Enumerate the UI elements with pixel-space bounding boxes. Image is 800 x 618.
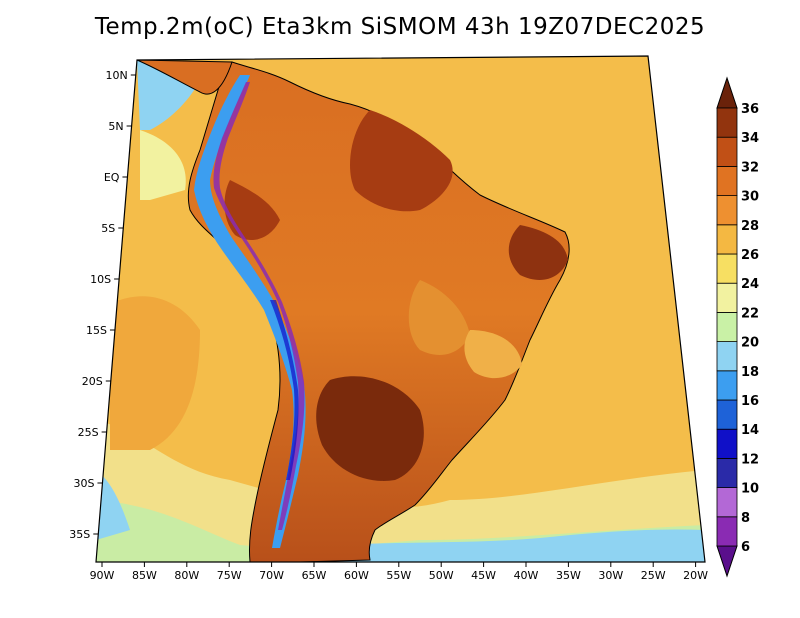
lat-tick-label: 15S bbox=[86, 324, 107, 337]
lon-tick-label: 80W bbox=[174, 569, 199, 582]
lon-tick-label: 20W bbox=[683, 569, 708, 582]
latitude-axis: 10N 5N EQ 5S 10S 15S 20S 25S 30S 35S bbox=[69, 69, 136, 541]
warm-region-central bbox=[408, 280, 470, 355]
colorbar-label: 28 bbox=[741, 219, 759, 234]
colorbar-segment bbox=[716, 282, 738, 313]
central-america-land bbox=[136, 59, 233, 95]
colorbar-top-arrow bbox=[716, 76, 738, 109]
colorbar-segment bbox=[716, 136, 738, 167]
lon-tick-label: 75W bbox=[217, 569, 242, 582]
warm-ocean-west bbox=[110, 296, 200, 450]
lon-tick-label: 35W bbox=[556, 569, 581, 582]
colorbar-segment bbox=[716, 428, 738, 459]
lat-tick-label: 20S bbox=[82, 375, 103, 388]
lat-tick-label: 5N bbox=[108, 120, 123, 133]
lon-tick-label: 85W bbox=[132, 569, 157, 582]
lon-tick-label: 65W bbox=[302, 569, 327, 582]
colorbar-label: 10 bbox=[741, 482, 759, 497]
colorbar-segment bbox=[716, 487, 738, 518]
colorbar-segment bbox=[716, 341, 738, 372]
colorbar-label: 24 bbox=[741, 277, 759, 292]
lat-tick-label: 5S bbox=[101, 222, 115, 235]
colorbar-segment bbox=[716, 457, 738, 488]
colorbar-label: 30 bbox=[741, 190, 759, 205]
hot-region-west bbox=[224, 180, 280, 240]
hot-region-amazon bbox=[350, 110, 453, 212]
longitude-axis: 90W 85W 80W 75W 70W 65W 60W 55W 50W 45W 40W 35W 30W 2… bbox=[90, 562, 708, 582]
colorbar-label: 12 bbox=[741, 452, 759, 467]
lon-tick-label: 30W bbox=[598, 569, 623, 582]
colorbar-segment bbox=[716, 165, 738, 196]
cool-ocean-south bbox=[96, 420, 705, 562]
map-title: Temp.2m(oC) Eta3km SiSMOM 43h 19Z07DEC20… bbox=[94, 14, 706, 40]
colorbar-segment bbox=[716, 224, 738, 255]
mild-region-southeast bbox=[464, 330, 522, 379]
colorbar-label: 18 bbox=[741, 365, 759, 380]
cold-ocean-southwest bbox=[96, 470, 130, 540]
map-frame bbox=[95, 55, 706, 563]
colorbar-label: 16 bbox=[741, 394, 759, 409]
colorbar-label: 20 bbox=[741, 336, 759, 351]
colorbar-segment bbox=[716, 107, 738, 138]
colorbar-label: 6 bbox=[741, 540, 750, 555]
coldest-ocean-south bbox=[300, 529, 705, 562]
colorbar-segment bbox=[716, 195, 738, 226]
lat-tick-label: EQ bbox=[104, 171, 120, 184]
colorbar-segment bbox=[716, 253, 738, 284]
mild-ocean-north bbox=[140, 130, 186, 200]
lon-tick-label: 60W bbox=[344, 569, 369, 582]
lon-tick-label: 40W bbox=[514, 569, 539, 582]
andes-blue-strip bbox=[270, 300, 299, 480]
lon-tick-label: 55W bbox=[386, 569, 411, 582]
colorbar-label: 8 bbox=[741, 511, 750, 526]
colorbar-label: 32 bbox=[741, 160, 759, 175]
lon-tick-label: 90W bbox=[90, 569, 115, 582]
lon-tick-label: 50W bbox=[429, 569, 454, 582]
lon-tick-label: 45W bbox=[471, 569, 496, 582]
colorbar-label: 22 bbox=[741, 306, 759, 321]
colorbar-segment bbox=[716, 516, 738, 547]
lat-tick-label: 35S bbox=[69, 528, 90, 541]
colorbar-label: 26 bbox=[741, 248, 759, 263]
colorbar-label: 34 bbox=[741, 131, 759, 146]
temperature-field bbox=[96, 56, 705, 562]
lat-tick-label: 10N bbox=[106, 69, 128, 82]
colorbar-segment bbox=[716, 311, 738, 342]
colorbar-segment bbox=[716, 399, 738, 430]
colorbar: 6 8 10 12 14 16 18 20 22 24 26 28 30 32 34 36 bbox=[716, 76, 759, 578]
colorbar-segment bbox=[716, 370, 738, 401]
colorbar-label: 14 bbox=[741, 423, 759, 438]
colorbar-bottom-arrow bbox=[716, 545, 738, 578]
lat-tick-label: 30S bbox=[73, 477, 94, 490]
lon-tick-label: 25W bbox=[641, 569, 666, 582]
lat-tick-label: 10S bbox=[90, 273, 111, 286]
colorbar-label: 36 bbox=[741, 102, 759, 117]
hot-region-south bbox=[316, 376, 424, 481]
lat-tick-label: 25S bbox=[78, 426, 99, 439]
lon-tick-label: 70W bbox=[259, 569, 284, 582]
hot-region-northeast bbox=[508, 225, 568, 280]
